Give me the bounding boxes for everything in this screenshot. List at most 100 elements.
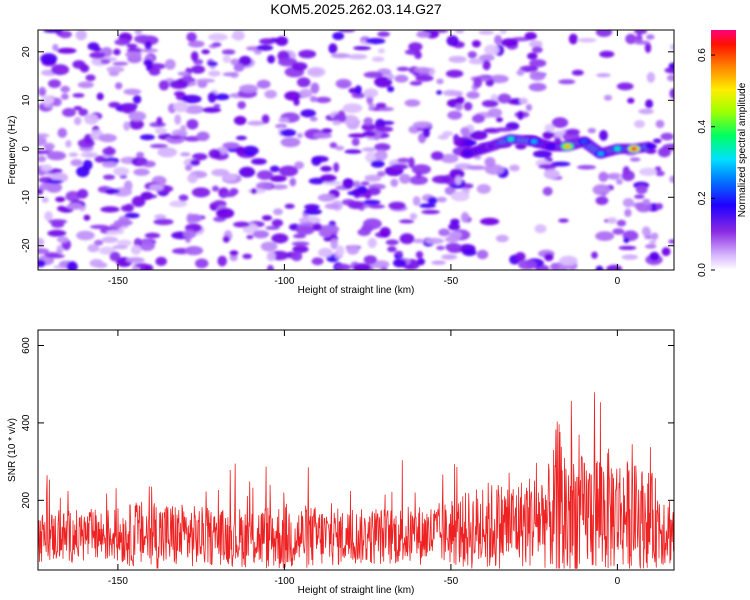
spectrogram-blob: [43, 142, 55, 150]
spectrogram-blob: [296, 77, 311, 88]
spectrogram-blob: [390, 163, 409, 170]
spectrogram-blob: [616, 82, 634, 91]
spectrogram-blob: [72, 60, 86, 69]
x-tick-label: -150: [108, 576, 128, 587]
spectrogram-blob: [56, 47, 77, 54]
spectrogram-blob: [126, 48, 142, 53]
spectrogram-blob: [77, 81, 94, 89]
x-tick-label: -50: [444, 276, 459, 287]
spectrogram-blob: [271, 233, 289, 244]
spectrogram-blob: [412, 121, 433, 128]
spectrogram-blob: [497, 93, 512, 104]
spectrogram-blob: [621, 170, 635, 182]
spectrogram-blob: [644, 244, 657, 249]
spectrogram-blob: [375, 126, 394, 133]
spectrogram-blob: [202, 107, 222, 113]
spectrogram-blob: [294, 161, 304, 170]
spectrogram-blob: [140, 194, 158, 199]
spectrogram-blob: [436, 245, 445, 251]
spectrogram-blob: [299, 88, 313, 98]
spectrogram-blob: [568, 33, 578, 45]
spectrogram-blob: [217, 255, 227, 267]
spectrogram-blob: [599, 50, 615, 58]
spectrogram-blob: [169, 79, 189, 89]
spectrogram-blob: [595, 265, 604, 270]
spectrogram-blob: [363, 117, 374, 126]
spectrogram-blob: [98, 133, 117, 143]
spectrogram-blob: [455, 96, 465, 104]
spectrogram-blob: [357, 228, 371, 236]
spectrogram-blob: [128, 118, 144, 130]
spectrogram-blob: [364, 174, 382, 182]
spectrogram-blob: [592, 184, 611, 196]
spectrogram-blob: [668, 62, 674, 70]
spectrogram-blob: [38, 150, 50, 155]
spectrogram-blob: [280, 129, 297, 137]
spectrogram-blob: [515, 252, 526, 262]
spectrogram-blob: [329, 142, 338, 149]
spectrogram-blob: [646, 72, 656, 83]
spectrogram-blob: [174, 114, 182, 125]
spectrogram-blob: [371, 56, 385, 62]
spectrogram-trace: [460, 134, 657, 159]
spectrogram-blob: [292, 245, 309, 253]
spectrogram-blob: [62, 107, 76, 117]
spectrogram-blob: [342, 103, 363, 113]
spectrogram-blob: [57, 205, 66, 212]
spectrogram-blob: [571, 69, 584, 76]
y-tick-label: 200: [21, 492, 32, 509]
spectrogram-blob: [195, 258, 209, 269]
spectrogram-frame: [37, 29, 675, 271]
spectrogram-blob: [445, 69, 464, 78]
spectrogram-blob: [269, 165, 280, 173]
spectrogram-blob: [251, 158, 267, 165]
spectrogram-blob: [360, 181, 370, 186]
snr-frame: [37, 329, 675, 571]
spectrogram-blob: [307, 69, 322, 75]
x-tick-label: 0: [615, 576, 621, 587]
spectrogram-blob: [662, 143, 674, 151]
spectrogram-trace-peak: [647, 144, 654, 149]
spectrogram-blob: [466, 91, 480, 99]
spectrogram-blob: [108, 101, 121, 108]
spectrogram-blob: [187, 173, 198, 184]
spectrogram-blob: [464, 139, 477, 146]
spectrogram-blob: [500, 38, 519, 47]
snr-series-line: [38, 392, 674, 569]
spectrogram-blob: [629, 157, 641, 162]
spectrogram-blob: [385, 239, 399, 246]
spectrogram-blob: [318, 228, 332, 238]
spectrogram-blob: [565, 128, 580, 135]
y-tick-label: -10: [21, 190, 32, 205]
spectrogram-blob: [375, 102, 387, 109]
spectrogram-blob: [469, 130, 488, 140]
spectrogram-blob: [310, 96, 318, 103]
spectrogram-blob: [214, 93, 230, 101]
spectrogram-blob: [184, 246, 204, 256]
spectrogram-trace-peak: [530, 139, 538, 144]
spectrogram-blob: [51, 64, 70, 76]
colorbar-tick-label: 0.6: [697, 48, 708, 62]
spectrogram-blob: [353, 46, 372, 51]
spectrogram-blob: [368, 204, 386, 209]
spectrogram-blob: [149, 184, 164, 191]
spectrogram-blob: [43, 30, 62, 33]
figure-title: KOM5.2025.262.03.14.G27: [270, 1, 441, 17]
spectrogram-blob: [265, 225, 280, 230]
spectrogram-blob: [627, 97, 635, 104]
spectrogram-blob: [528, 82, 547, 92]
spectrogram-blob: [46, 254, 65, 259]
spectrogram-blob: [148, 67, 161, 76]
snr-y-label: SNR (10 * v/v): [7, 418, 18, 482]
spectrogram-blob: [102, 147, 116, 156]
spectrogram-blob: [612, 228, 625, 235]
spectrogram-y-ticks: -20 -10 0 10 20: [21, 46, 674, 253]
spectrogram-blob: [180, 152, 191, 157]
x-tick-label: -150: [108, 276, 128, 287]
spectrogram-blob: [661, 247, 671, 256]
spectrogram-blob: [453, 134, 460, 143]
spectrogram-blob: [89, 51, 106, 59]
colorbar-tick-label: 0.2: [697, 191, 708, 205]
spectrogram-blob: [463, 101, 473, 111]
